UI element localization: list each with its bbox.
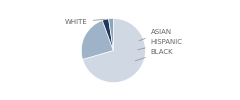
- Text: WHITE: WHITE: [65, 19, 105, 25]
- Wedge shape: [83, 18, 145, 83]
- Text: BLACK: BLACK: [135, 49, 173, 61]
- Wedge shape: [81, 20, 113, 60]
- Text: ASIAN: ASIAN: [139, 29, 172, 41]
- Wedge shape: [102, 19, 113, 50]
- Text: HISPANIC: HISPANIC: [138, 39, 183, 50]
- Wedge shape: [108, 18, 113, 50]
